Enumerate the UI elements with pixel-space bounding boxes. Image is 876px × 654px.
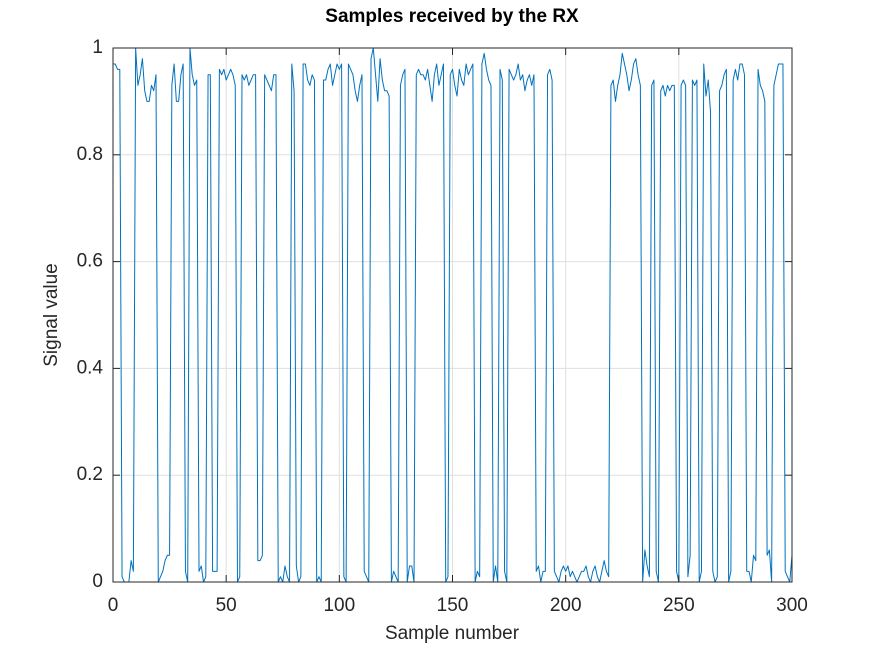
x-tick-label: 200 xyxy=(550,595,582,616)
x-tick-label: 50 xyxy=(216,595,237,616)
x-tick-label: 250 xyxy=(663,595,695,616)
y-tick-label: 1 xyxy=(92,37,103,58)
y-tick-label: 0.2 xyxy=(77,464,103,485)
chart-title: Samples received by the RX xyxy=(325,6,579,27)
y-tick-label: 0.8 xyxy=(77,144,103,165)
y-tick-label: 0 xyxy=(92,571,103,592)
x-tick-label: 0 xyxy=(108,595,119,616)
x-tick-label: 150 xyxy=(437,595,469,616)
y-tick-label: 0.6 xyxy=(77,251,103,272)
x-tick-label: 100 xyxy=(323,595,355,616)
y-axis-label: Signal value xyxy=(41,263,62,367)
y-tick-label: 0.4 xyxy=(77,357,104,378)
x-tick-label: 300 xyxy=(776,595,808,616)
x-axis-label: Sample number xyxy=(385,623,520,644)
